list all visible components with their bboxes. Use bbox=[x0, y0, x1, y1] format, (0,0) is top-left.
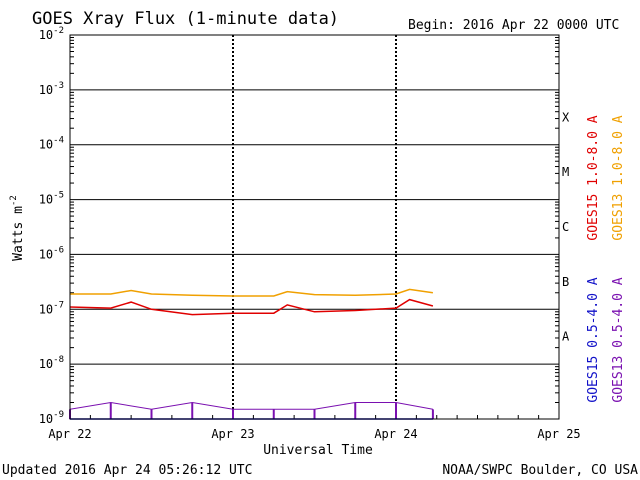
flare-class-A: A bbox=[562, 330, 570, 344]
y-tick-label: 10-5 bbox=[39, 191, 64, 207]
flare-class-labels: A B C M X bbox=[562, 110, 570, 343]
y-tick-label: 10-9 bbox=[39, 410, 64, 426]
y-tick-labels: 10-9 10-8 10-7 10-6 10-5 10-4 10-3 10-2 bbox=[39, 26, 64, 426]
x-tick-label: Apr 23 bbox=[211, 427, 254, 441]
y-tick-label: 10-8 bbox=[39, 355, 64, 371]
begin-time: Begin: 2016 Apr 22 0000 UTC bbox=[408, 18, 619, 33]
series-goes13-long-line bbox=[70, 288, 434, 297]
plot-frame bbox=[69, 34, 560, 420]
x-tick-label: Apr 22 bbox=[48, 427, 91, 441]
flare-class-C: C bbox=[562, 220, 569, 234]
updated-time: Updated 2016 Apr 24 05:26:12 UTC bbox=[2, 463, 252, 478]
legend-goes15-long: GOES15 1.0-8.0 A bbox=[586, 115, 601, 240]
chart-title: GOES Xray Flux (1-minute data) bbox=[32, 9, 339, 29]
series-goes15-long-line bbox=[69, 298, 434, 316]
x-tick-labels: Apr 22 Apr 23 Apr 24 Apr 25 bbox=[48, 427, 580, 441]
legend-goes15-short: GOES15 0.5-4.0 A bbox=[586, 277, 601, 402]
y-axis-label-base: Watts m bbox=[11, 206, 26, 261]
y-tick-label: 10-7 bbox=[39, 300, 64, 316]
y-axis-label-exp: -2 bbox=[9, 195, 19, 206]
legend: GOES15 1.0-8.0 A GOES13 1.0-8.0 A GOES15 0… bbox=[586, 115, 626, 402]
flare-class-X: X bbox=[562, 110, 570, 124]
y-tick-label: 10-2 bbox=[39, 26, 64, 42]
x-tick-label: Apr 24 bbox=[374, 427, 417, 441]
y-tick-label: 10-4 bbox=[39, 136, 64, 152]
credit: NOAA/SWPC Boulder, CO USA bbox=[442, 463, 638, 478]
y-tick-label: 10-3 bbox=[39, 81, 64, 97]
x-axis-label: Universal Time bbox=[263, 443, 373, 458]
x-tick-label: Apr 25 bbox=[537, 427, 580, 441]
legend-goes13-short: GOES13 0.5-4.0 A bbox=[611, 277, 626, 402]
flare-class-B: B bbox=[562, 275, 569, 289]
legend-goes13-long: GOES13 1.0-8.0 A bbox=[611, 115, 626, 240]
y-tick-label: 10-6 bbox=[39, 245, 64, 261]
series-goes13-short-line bbox=[69, 401, 433, 410]
y-axis-label: Watts m-2 bbox=[9, 195, 26, 261]
flare-class-M: M bbox=[562, 165, 569, 179]
